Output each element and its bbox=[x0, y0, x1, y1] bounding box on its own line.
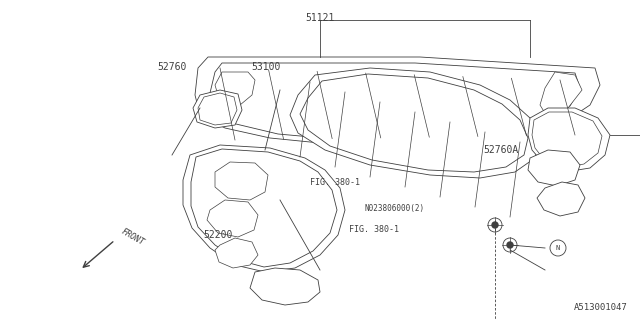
Text: N: N bbox=[556, 245, 560, 251]
Text: A513001047: A513001047 bbox=[573, 303, 627, 312]
Text: 52760A: 52760A bbox=[483, 145, 518, 156]
Polygon shape bbox=[207, 200, 258, 237]
Polygon shape bbox=[528, 150, 580, 186]
Text: FIG. 380-1: FIG. 380-1 bbox=[310, 178, 360, 187]
Polygon shape bbox=[215, 162, 268, 200]
Text: 52200: 52200 bbox=[203, 230, 232, 240]
Polygon shape bbox=[300, 74, 528, 172]
Text: 52760: 52760 bbox=[157, 62, 186, 72]
Polygon shape bbox=[191, 149, 337, 267]
Text: 53100: 53100 bbox=[251, 62, 280, 72]
Text: FRONT: FRONT bbox=[120, 227, 146, 247]
Polygon shape bbox=[537, 182, 585, 216]
Polygon shape bbox=[528, 108, 610, 172]
Text: 51121: 51121 bbox=[305, 12, 335, 23]
Polygon shape bbox=[215, 238, 258, 268]
Polygon shape bbox=[532, 112, 602, 168]
Polygon shape bbox=[193, 90, 242, 128]
Polygon shape bbox=[198, 93, 237, 125]
Text: FIG. 380-1: FIG. 380-1 bbox=[349, 225, 399, 234]
Text: N023806000(2): N023806000(2) bbox=[365, 204, 425, 213]
Polygon shape bbox=[210, 63, 580, 142]
Circle shape bbox=[492, 222, 498, 228]
Polygon shape bbox=[183, 145, 345, 272]
Polygon shape bbox=[195, 57, 600, 148]
Circle shape bbox=[507, 242, 513, 248]
Polygon shape bbox=[250, 268, 320, 305]
Polygon shape bbox=[540, 72, 582, 118]
Polygon shape bbox=[290, 68, 540, 178]
Polygon shape bbox=[215, 72, 255, 105]
